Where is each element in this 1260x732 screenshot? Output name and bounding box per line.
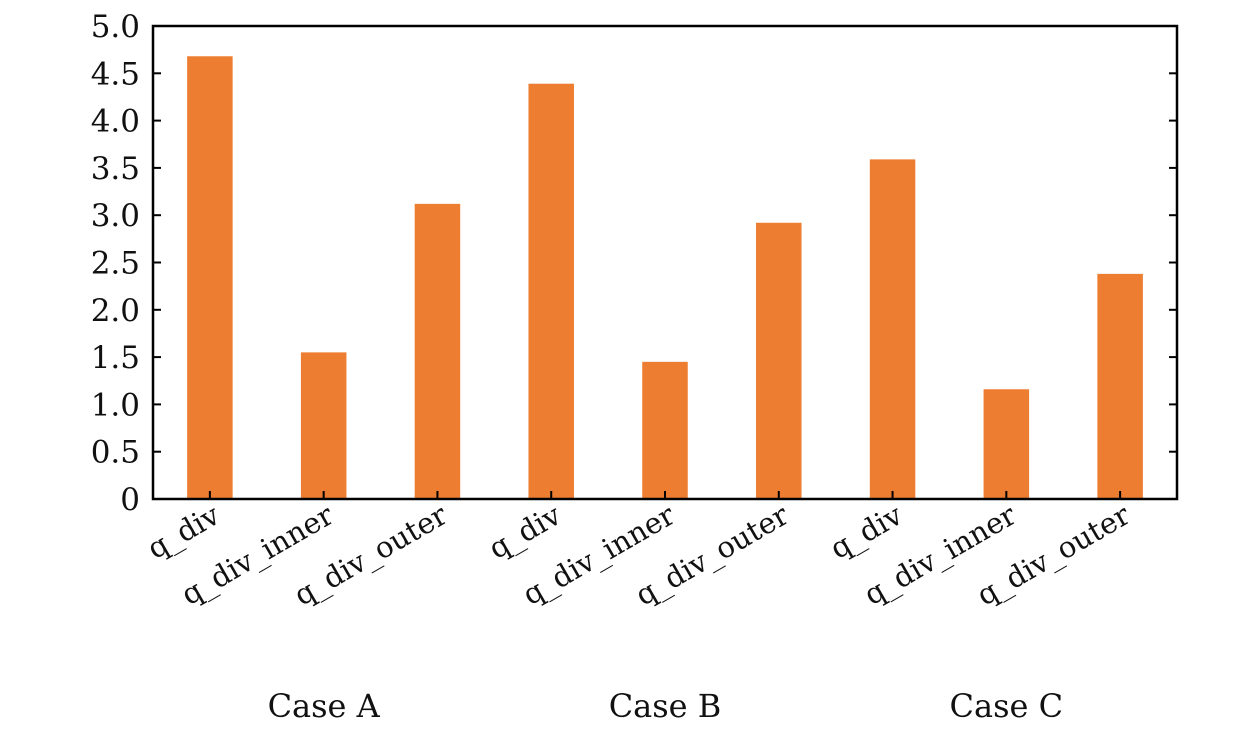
y-tick-label: 2.0 [91,293,140,329]
bar-9 [1097,273,1143,499]
y-tick-label: 3.5 [91,151,140,187]
bar-6 [756,222,802,499]
y-tick-label: 4.0 [91,104,140,140]
y-axis: 0 0.5 1.0 1.5 2.0 2.5 3.0 3.5 4.0 4.5 5.0 [91,9,1177,518]
group-labels: Case A Case B Case C [268,687,1064,725]
x-category-label: q_div [824,497,909,566]
y-tick-label: 5.0 [91,9,140,45]
bar-7 [869,159,916,499]
x-category-label: q_div [141,497,226,566]
bar-4 [528,83,574,500]
bar-8 [983,389,1030,499]
x-category-label: q_div [483,497,568,566]
group-label: Case A [268,687,381,725]
group-label: Case B [609,687,722,725]
y-tick-label: 1.5 [91,340,140,376]
bar-3 [414,203,461,499]
y-tick-label: 2.5 [91,246,140,282]
y-tick-label: 4.5 [91,56,140,92]
bar-5 [642,361,688,499]
group-label: Case C [950,687,1064,725]
bar-2 [300,352,347,499]
y-tick-label: 3.0 [91,198,140,234]
y-tick-label: 0 [120,482,140,518]
y-tick-label: 0.5 [91,435,140,471]
bars-layer [187,56,1143,500]
bar-1 [187,56,233,500]
y-tick-label: 1.0 [91,387,140,423]
